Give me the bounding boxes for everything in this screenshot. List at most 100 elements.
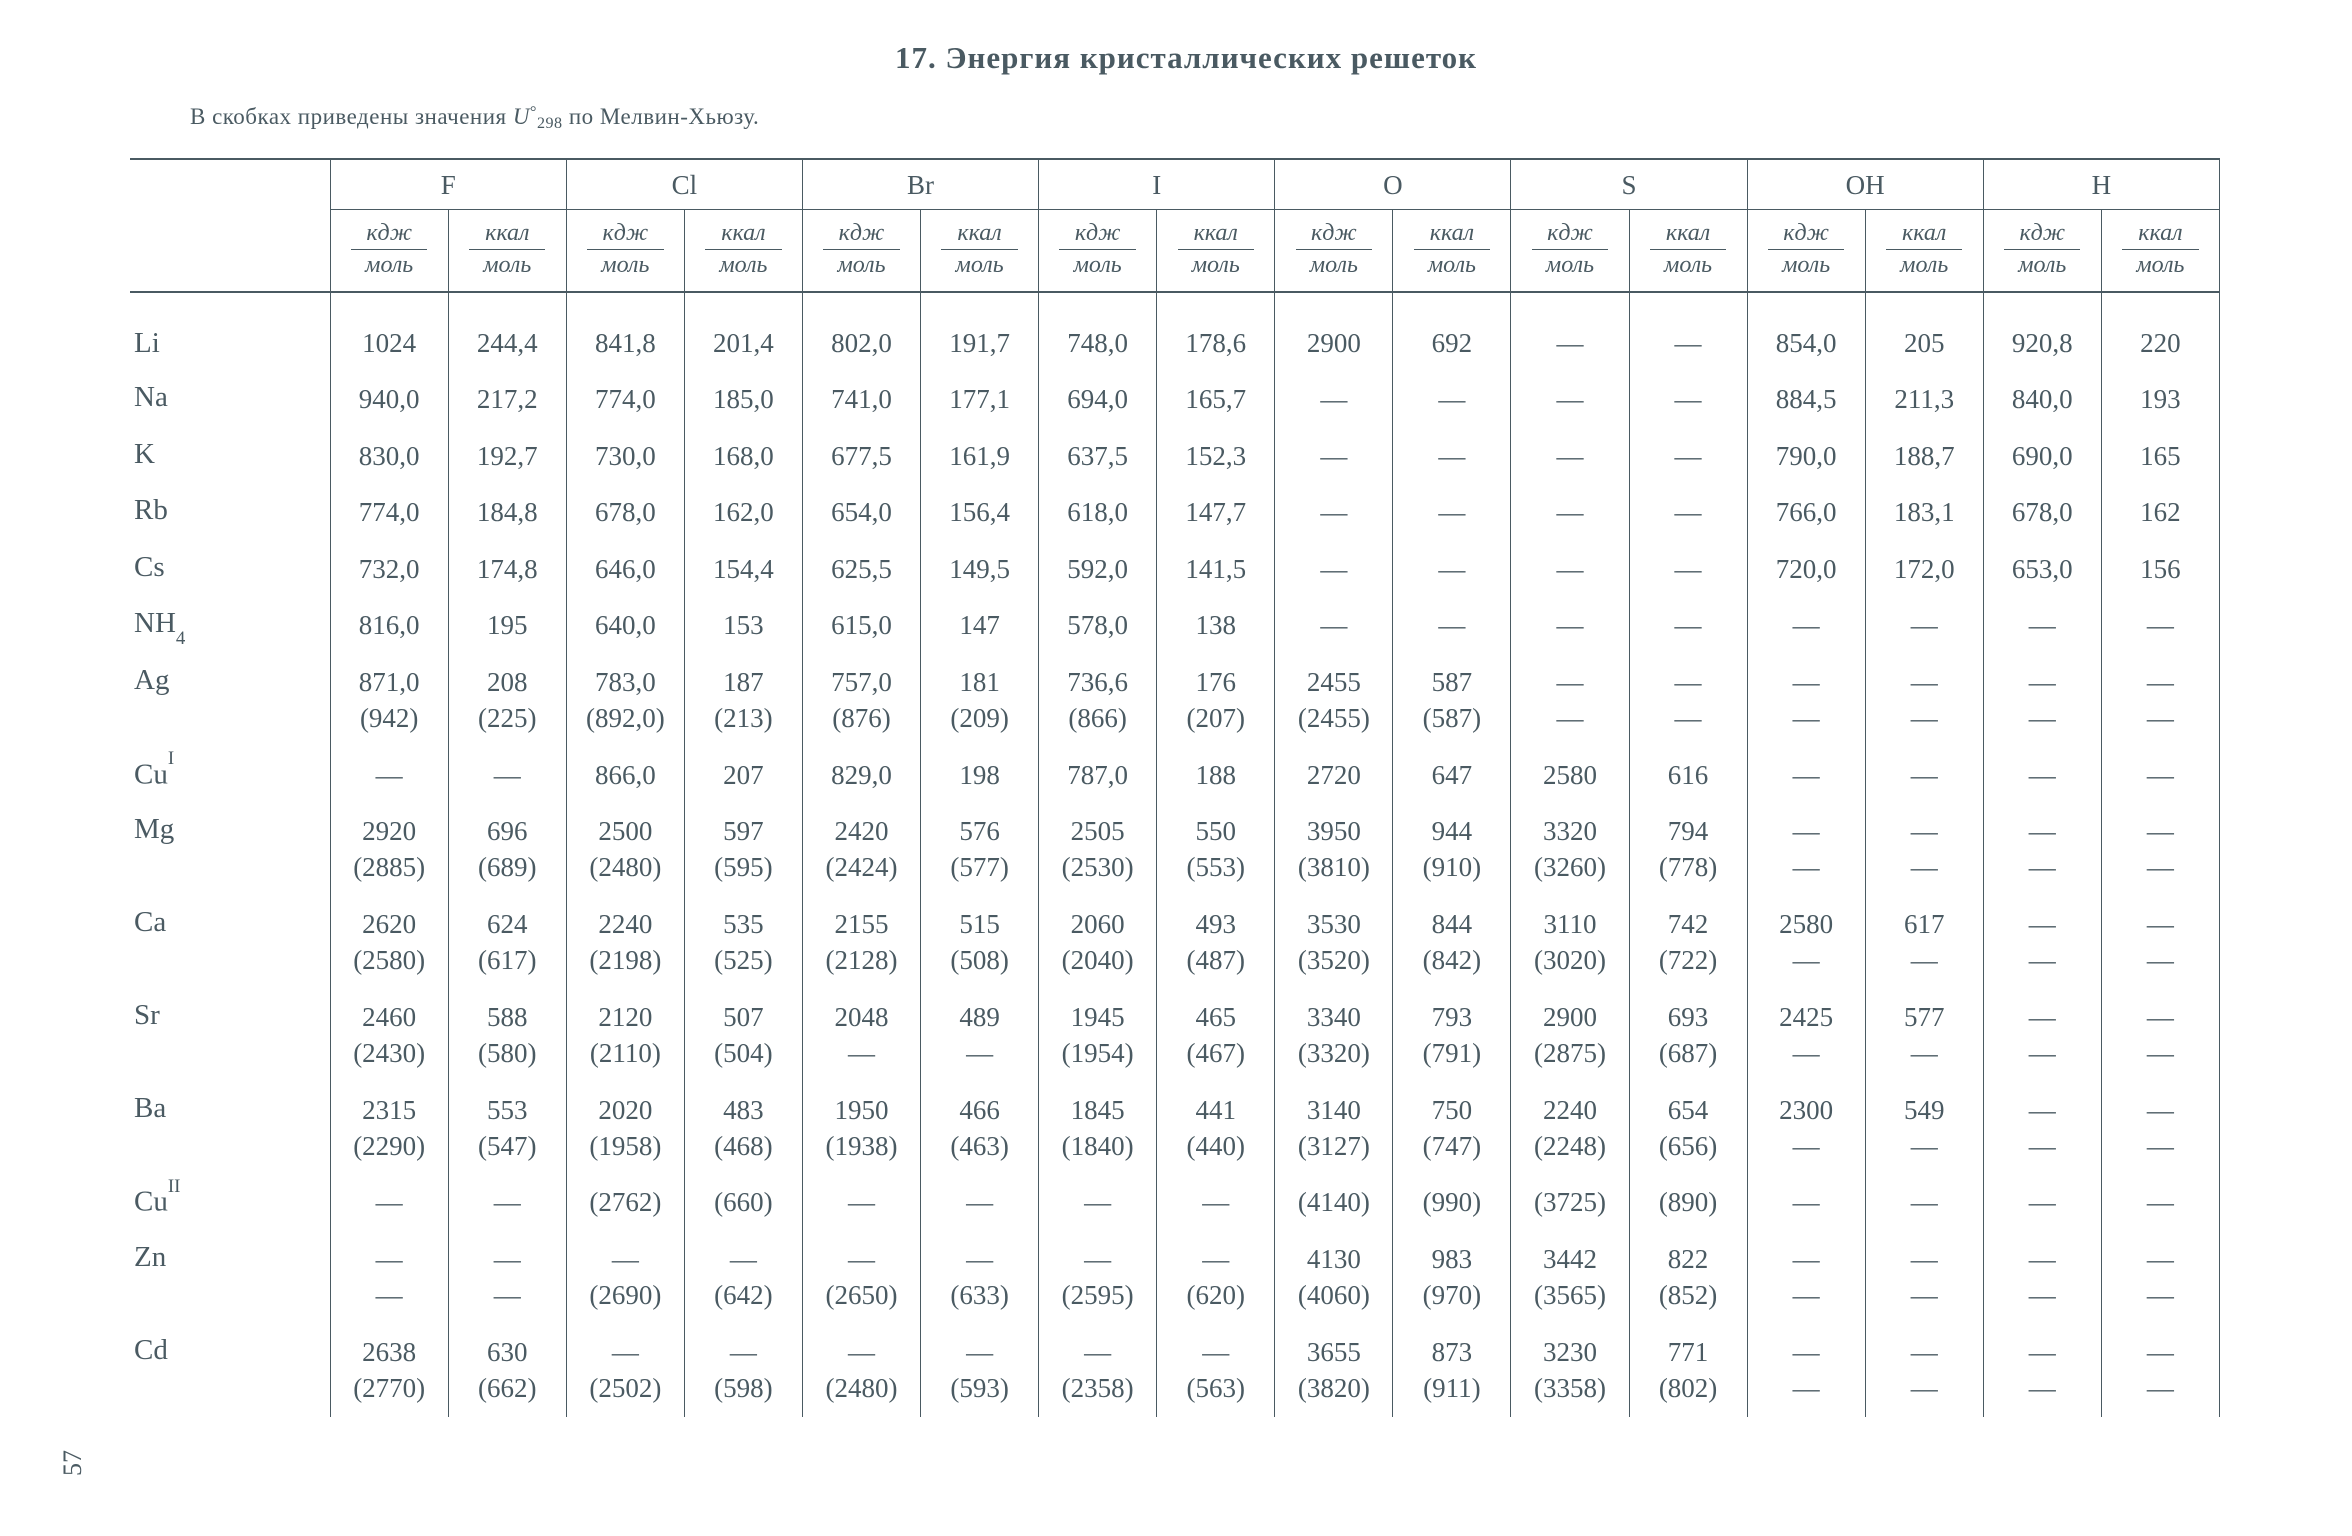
table-cell: —— bbox=[2101, 989, 2219, 1082]
table-row: K830,0192,7730,0168,0677,5161,9637,5152,… bbox=[130, 428, 2220, 484]
table-cell: 3950(3810) bbox=[1275, 803, 1393, 896]
header-unit-top-row: кдж ккал кдж ккал кдж ккал кдж ккал кдж … bbox=[130, 210, 2220, 253]
table-cell: — bbox=[1983, 597, 2101, 653]
page-number: 57 bbox=[58, 1450, 88, 1476]
table-cell: (890) bbox=[1629, 1174, 1747, 1230]
table-cell: (990) bbox=[1393, 1174, 1511, 1230]
table-cell: —— bbox=[1983, 654, 2101, 747]
table-cell: —— bbox=[1747, 654, 1865, 747]
table-cell: 205 bbox=[1865, 292, 1983, 371]
table-row: CuI——866,0207829,0198787,018827206472580… bbox=[130, 747, 2220, 803]
table-cell: —(2480) bbox=[802, 1324, 920, 1417]
table-cell: 483(468) bbox=[684, 1082, 802, 1175]
table-cell: 141,5 bbox=[1157, 541, 1275, 597]
table-cell: —— bbox=[1983, 1231, 2101, 1324]
table-cell: — bbox=[1629, 484, 1747, 540]
header-unit: моль bbox=[921, 252, 1039, 292]
table-cell: 2020(1958) bbox=[566, 1082, 684, 1175]
table-cell: — bbox=[2101, 1174, 2219, 1230]
table-cell: 841,8 bbox=[566, 292, 684, 371]
table-cell: — bbox=[448, 1174, 566, 1230]
row-label: Sr bbox=[130, 989, 330, 1082]
row-label: Ba bbox=[130, 1082, 330, 1175]
table-cell: —— bbox=[2101, 1082, 2219, 1175]
table-cell: —— bbox=[330, 1231, 448, 1324]
table-cell: 2920(2885) bbox=[330, 803, 448, 896]
table-cell: 466(463) bbox=[921, 1082, 1039, 1175]
table-cell: 615,0 bbox=[802, 597, 920, 653]
table-cell: —— bbox=[448, 1231, 566, 1324]
table-cell: 677,5 bbox=[802, 428, 920, 484]
table-cell: 742(722) bbox=[1629, 896, 1747, 989]
table-cell: — bbox=[921, 1174, 1039, 1230]
row-label: Cs bbox=[130, 541, 330, 597]
table-cell: 149,5 bbox=[921, 541, 1039, 597]
table-cell: 2240(2198) bbox=[566, 896, 684, 989]
note-line: В скобках приведены значения U°298 по Ме… bbox=[190, 104, 2242, 130]
table-cell: 2500(2480) bbox=[566, 803, 684, 896]
table-cell: 741,0 bbox=[802, 371, 920, 427]
table-cell: 3320(3260) bbox=[1511, 803, 1629, 896]
table-cell: — bbox=[1511, 484, 1629, 540]
row-label: CuI bbox=[130, 747, 330, 803]
header-unit: ккал bbox=[2101, 210, 2219, 253]
table-cell: 3110(3020) bbox=[1511, 896, 1629, 989]
table-cell: 176(207) bbox=[1157, 654, 1275, 747]
table-cell: 174,8 bbox=[448, 541, 566, 597]
table-row: Rb774,0184,8678,0162,0654,0156,4618,0147… bbox=[130, 484, 2220, 540]
table-cell: 4130(4060) bbox=[1275, 1231, 1393, 1324]
table-cell: —— bbox=[1983, 803, 2101, 896]
table-cell: 757,0(876) bbox=[802, 654, 920, 747]
table-cell: 1024 bbox=[330, 292, 448, 371]
table-cell: 647 bbox=[1393, 747, 1511, 803]
table-cell: 220 bbox=[2101, 292, 2219, 371]
header-unit: ккал bbox=[684, 210, 802, 253]
row-label: Li bbox=[130, 292, 330, 371]
table-cell: 2455(2455) bbox=[1275, 654, 1393, 747]
table-cell: 3340(3320) bbox=[1275, 989, 1393, 1082]
table-cell: 178,6 bbox=[1157, 292, 1275, 371]
header-unit: моль bbox=[1157, 252, 1275, 292]
table-cell: 147 bbox=[921, 597, 1039, 653]
table-cell: — bbox=[1275, 597, 1393, 653]
header-anion: OH bbox=[1747, 159, 1983, 210]
table-row: Sr2460(2430)588(580)2120(2110)507(504)20… bbox=[130, 989, 2220, 1082]
table-cell: — bbox=[1983, 1174, 2101, 1230]
table-cell: — bbox=[2101, 597, 2219, 653]
table-cell: 720,0 bbox=[1747, 541, 1865, 597]
table-cell: —— bbox=[2101, 1324, 2219, 1417]
table-cell: —— bbox=[1983, 896, 2101, 989]
table-cell: 2900(2875) bbox=[1511, 989, 1629, 1082]
table-cell: — bbox=[1511, 428, 1629, 484]
table-cell: 187(213) bbox=[684, 654, 802, 747]
table-cell: — bbox=[1511, 541, 1629, 597]
table-cell: 1845(1840) bbox=[1039, 1082, 1157, 1175]
table-cell: — bbox=[1275, 484, 1393, 540]
table-cell: 1945(1954) bbox=[1039, 989, 1157, 1082]
table-cell: —(2650) bbox=[802, 1231, 920, 1324]
table-cell: — bbox=[1865, 747, 1983, 803]
header-unit: моль bbox=[1393, 252, 1511, 292]
table-cell: 184,8 bbox=[448, 484, 566, 540]
table-cell: 162 bbox=[2101, 484, 2219, 540]
header-anion: O bbox=[1275, 159, 1511, 210]
table-cell: 871,0(942) bbox=[330, 654, 448, 747]
table-cell: 507(504) bbox=[684, 989, 802, 1082]
table-cell: — bbox=[330, 747, 448, 803]
table-row: Ca2620(2580)624(617)2240(2198)535(525)21… bbox=[130, 896, 2220, 989]
table-cell: 154,4 bbox=[684, 541, 802, 597]
table-cell: 165,7 bbox=[1157, 371, 1275, 427]
table-cell: 787,0 bbox=[1039, 747, 1157, 803]
table-cell: 161,9 bbox=[921, 428, 1039, 484]
table-cell: — bbox=[1865, 1174, 1983, 1230]
table-row: Li1024244,4841,8201,4802,0191,7748,0178,… bbox=[130, 292, 2220, 371]
table-cell: — bbox=[1629, 292, 1747, 371]
table-cell: —— bbox=[1747, 1231, 1865, 1324]
table-cell: 597(595) bbox=[684, 803, 802, 896]
table-cell: 884,5 bbox=[1747, 371, 1865, 427]
table-row: NH4816,0195640,0153615,0147578,0138—————… bbox=[130, 597, 2220, 653]
header-unit: моль bbox=[802, 252, 920, 292]
table-cell: 2900 bbox=[1275, 292, 1393, 371]
table-cell: 816,0 bbox=[330, 597, 448, 653]
header-anion: I bbox=[1039, 159, 1275, 210]
